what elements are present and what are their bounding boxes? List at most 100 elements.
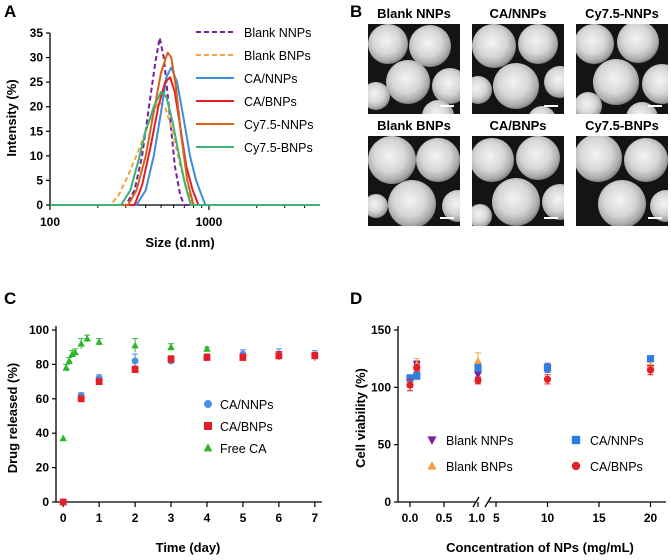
panel-c-ylabel: Drug released (%) [5, 363, 20, 474]
panel-d-ylabel: Cell viability (%) [353, 368, 368, 468]
panel-c-data-point [131, 357, 139, 365]
panel-c-xtick-label: 2 [132, 511, 139, 525]
panel-a-series-line [50, 91, 320, 206]
panel-d-data-point [406, 374, 414, 382]
nanoparticle-sphere [518, 24, 558, 64]
panel-d-ytick-label: 0 [384, 495, 391, 509]
tem-image-spheres [472, 24, 564, 114]
panel-letter-b: B [350, 2, 362, 21]
nanoparticle-sphere [386, 60, 430, 104]
panel-c-ytick-label: 20 [36, 461, 50, 475]
panel-d-xtick-label: 0.0 [402, 511, 419, 525]
panel-a-size-distribution-chart: 0 5 10 15 20 25 30 35 100 1000 Blank NNPs Blank BN… [4, 26, 320, 250]
panel-c-data-point [95, 338, 103, 345]
panel-c-drug-release-chart: 0 20 40 60 80 100 0 1 2 3 4 5 6 7 CA/NNPs CA/BNPs Free … [5, 323, 322, 555]
panel-a-series [50, 36, 320, 206]
panel-a-xtick-label: 1000 [196, 215, 223, 229]
panel-c-legend-label: CA/BNPs [220, 420, 273, 434]
nanoparticle-sphere [442, 190, 460, 222]
panel-a-ytick-label: 25 [30, 75, 44, 89]
nanoparticle-sphere [593, 59, 639, 105]
panel-d-data-point [646, 366, 655, 374]
panel-d-legend-label: Blank NNPs [446, 434, 513, 448]
panel-c-xtick-label: 7 [311, 511, 318, 525]
panel-c-data-point [131, 366, 139, 373]
panel-c-series [59, 334, 319, 506]
panel-c-ytick-label: 0 [42, 495, 49, 509]
nanoparticle-sphere [642, 64, 668, 104]
panel-c-ytick-label: 80 [36, 357, 50, 371]
tem-image-label: CA/BNPs [489, 118, 546, 133]
nanoparticle-sphere [368, 82, 390, 110]
nanoparticle-sphere [617, 24, 659, 63]
panel-a-ytick-label: 20 [30, 100, 44, 114]
panel-c-data-point [59, 434, 67, 442]
panel-c-data-point [65, 357, 73, 364]
panel-a-legend-label: Cy7.5-NNPs [244, 118, 313, 132]
panel-d-ytick-label: 150 [371, 323, 391, 337]
panel-a-legend-label: CA/NNPs [244, 72, 297, 86]
nanoparticle-sphere [368, 194, 388, 218]
nanoparticle-sphere [472, 76, 492, 104]
panel-a-legend-label: Blank NNPs [244, 26, 311, 40]
panel-d-ytick-label: 100 [371, 380, 391, 394]
nanoparticle-sphere [388, 180, 436, 226]
panel-c-legend-label: Free CA [220, 442, 267, 456]
nanoparticle-sphere [598, 180, 646, 226]
panel-c-legend-marker [204, 422, 212, 430]
panel-d-xtick-label: 10 [541, 511, 555, 525]
nanoparticle-sphere [650, 190, 668, 222]
tem-image-spheres [368, 24, 460, 114]
panel-d-data-point [474, 356, 482, 365]
panel-a-legend-label: CA/BNPs [244, 95, 297, 109]
nanoparticle-sphere [472, 138, 514, 182]
panel-a-xlabel: Size (d.nm) [145, 235, 214, 250]
panel-c-ytick-label: 100 [29, 323, 49, 337]
panel-d-legend-marker [571, 435, 581, 445]
panel-c-xlabel: Time (day) [156, 540, 221, 555]
panel-d-data-point [413, 364, 421, 372]
panel-c-data-point [62, 363, 70, 371]
nanoparticle-sphere [432, 68, 460, 104]
panel-c-data-point [68, 350, 76, 357]
panel-a-xtick-label: 100 [40, 215, 60, 229]
nanoparticle-sphere [576, 92, 602, 114]
panel-c-xtick-label: 1 [96, 511, 103, 525]
panel-d-data-point [646, 355, 655, 363]
panel-c-data-point [71, 348, 79, 356]
nanoparticle-sphere [529, 106, 555, 114]
tem-image-label: Cy7.5-NNPs [585, 6, 659, 21]
panel-c-data-point [203, 354, 211, 361]
panel-c-xtick-label: 0 [60, 511, 67, 525]
panel-d-legend-label: CA/NNPs [590, 434, 643, 448]
panel-c-data-point [167, 343, 175, 351]
panel-c-legend-label: CA/NNPs [220, 398, 273, 412]
nanoparticle-sphere [624, 138, 668, 182]
tem-image-label: CA/NNPs [489, 6, 546, 21]
panel-c-data-point [77, 395, 85, 403]
tem-image-spheres [368, 136, 460, 226]
panel-a-series-line [50, 51, 320, 206]
panel-d-xlabel: Concentration of NPs (mg/mL) [446, 540, 634, 555]
panel-d-xtick-label: 20 [644, 511, 658, 525]
panel-letter-d: D [350, 289, 362, 308]
nanoparticle-sphere [493, 63, 539, 109]
tem-image-label: Blank NNPs [377, 6, 451, 21]
panel-d-legend-marker [571, 461, 581, 471]
tem-image-spheres [576, 24, 668, 114]
panel-d-data-point [543, 375, 552, 383]
panel-d-data-point [543, 364, 552, 372]
panel-a-ytick-label: 35 [30, 26, 44, 40]
panel-c-data-point [95, 378, 103, 385]
panel-a-ytick-label: 5 [36, 173, 43, 187]
nanoparticle-sphere [576, 24, 614, 64]
tem-image-spheres [576, 136, 668, 226]
panel-d-ytick-label: 50 [378, 438, 392, 452]
panel-d-data-point [646, 361, 655, 369]
panel-d-legend: Blank NNPs Blank BNPs CA/NNPs CA/BNPs [427, 434, 643, 474]
panel-letter-a: A [4, 2, 16, 21]
nanoparticle-sphere [472, 204, 492, 226]
panel-a-legend-label: Cy7.5-BNPs [244, 141, 313, 155]
panel-a-series-line [50, 36, 320, 206]
panel-a-ytick-label: 0 [36, 198, 43, 212]
